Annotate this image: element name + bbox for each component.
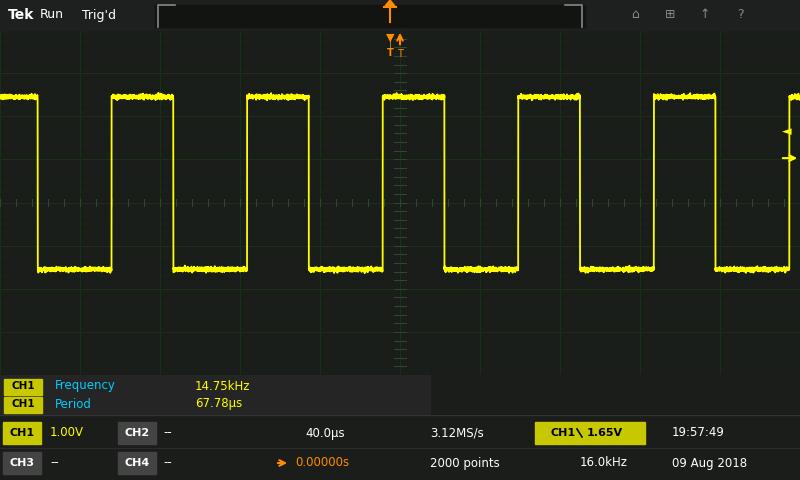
Text: 09 Aug 2018: 09 Aug 2018 — [672, 456, 747, 469]
Bar — [3, 422, 41, 444]
Bar — [3, 452, 41, 474]
Text: CH3: CH3 — [10, 458, 34, 468]
Text: ↑: ↑ — [700, 9, 710, 22]
Text: ?: ? — [737, 9, 743, 22]
Text: CH1: CH1 — [10, 428, 34, 438]
Text: |: | — [388, 40, 392, 50]
Text: CH2: CH2 — [125, 428, 150, 438]
Text: Tek: Tek — [8, 8, 34, 22]
Bar — [0, 0, 800, 30]
Text: T: T — [397, 49, 403, 60]
Text: 1.00V: 1.00V — [50, 427, 84, 440]
Bar — [118, 452, 156, 474]
Text: 1.65V: 1.65V — [587, 428, 623, 438]
Text: 3.12MS/s: 3.12MS/s — [430, 427, 484, 440]
Bar — [4, 397, 42, 413]
Text: ◄: ◄ — [782, 125, 792, 138]
Text: 14.75kHz: 14.75kHz — [195, 380, 250, 393]
Text: --: -- — [163, 427, 172, 440]
Text: --: -- — [50, 456, 58, 469]
Bar — [4, 379, 42, 395]
Text: 16.0kHz: 16.0kHz — [580, 456, 628, 469]
Bar — [155, 5, 585, 27]
Bar — [535, 422, 645, 444]
Text: T: T — [386, 48, 394, 58]
Text: CH1: CH1 — [11, 399, 35, 409]
Text: 19:57:49: 19:57:49 — [672, 427, 725, 440]
Polygon shape — [385, 0, 395, 6]
Text: Period: Period — [55, 397, 92, 410]
Text: 0.00000s: 0.00000s — [295, 456, 349, 469]
Text: 67.78μs: 67.78μs — [195, 397, 242, 410]
Bar — [118, 422, 156, 444]
Text: 40.0μs: 40.0μs — [305, 427, 345, 440]
Bar — [0, 375, 430, 415]
Text: ⌂: ⌂ — [631, 9, 639, 22]
Text: ▼: ▼ — [386, 33, 394, 43]
Text: Frequency: Frequency — [55, 380, 116, 393]
Text: Run: Run — [40, 9, 64, 22]
Text: Trig'd: Trig'd — [82, 9, 116, 22]
Text: CH1: CH1 — [11, 381, 35, 391]
Text: 2000 points: 2000 points — [430, 456, 500, 469]
Text: --: -- — [163, 456, 172, 469]
Text: CH1: CH1 — [550, 428, 575, 438]
Text: CH4: CH4 — [124, 458, 150, 468]
Text: ⊞: ⊞ — [665, 9, 675, 22]
